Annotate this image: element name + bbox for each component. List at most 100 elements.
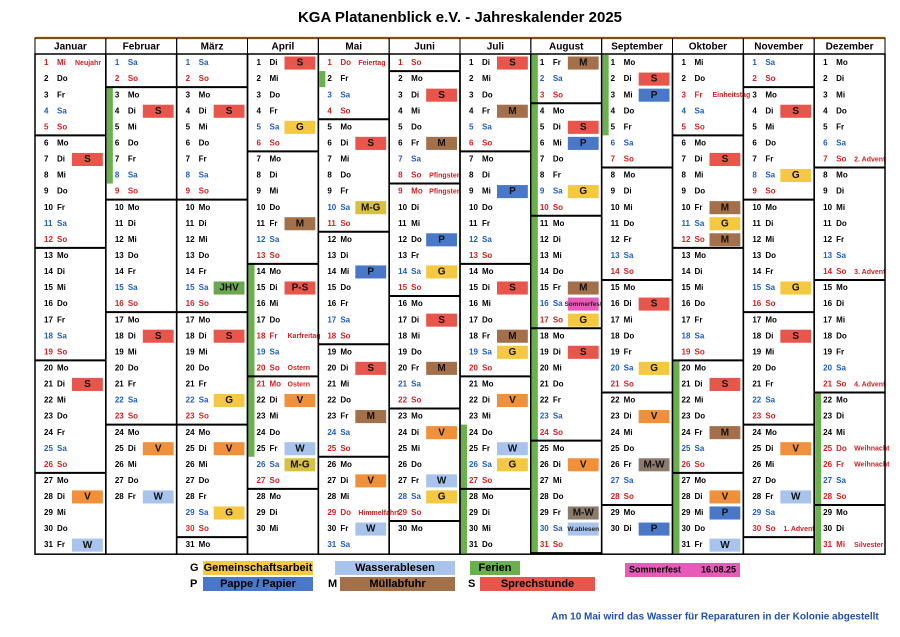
weekday: Mo: [695, 138, 707, 147]
event-box: [780, 490, 812, 504]
event-code: G: [650, 363, 658, 374]
weekday: So: [624, 155, 634, 164]
day-number: 24: [611, 428, 620, 437]
day-number: 30: [682, 524, 691, 533]
day-number: 11: [115, 219, 124, 228]
day-number: 23: [186, 412, 195, 421]
day-number: 5: [540, 122, 545, 131]
ferien-bar: [319, 71, 326, 88]
weekday: Di: [57, 267, 65, 276]
event-box: [72, 377, 103, 391]
weekday: Mo: [553, 331, 565, 340]
day-number: 4: [327, 106, 332, 115]
event-code: S: [792, 331, 799, 342]
day-number: 20: [540, 363, 549, 372]
weekday: Sa: [340, 90, 350, 99]
day-number: 19: [611, 347, 620, 356]
weekday: Fr: [199, 267, 207, 276]
day-number: 26: [115, 460, 124, 469]
event-box: [567, 185, 599, 199]
weekday: Mi: [199, 347, 208, 356]
event-code: P: [509, 186, 516, 197]
weekday: Di: [836, 74, 844, 83]
event-code: M: [508, 106, 516, 117]
day-number: 30: [540, 524, 549, 533]
weekday: So: [624, 380, 634, 389]
weekday: Mi: [695, 58, 704, 67]
event-box: [709, 377, 741, 391]
day-number: 18: [186, 331, 195, 340]
day-number: 14: [682, 267, 691, 276]
day-number: 21: [752, 380, 761, 389]
day-number: 9: [44, 187, 49, 196]
day-number: 21: [44, 380, 53, 389]
weekday: Do: [624, 106, 635, 115]
event-box: [638, 522, 670, 536]
day-number: 10: [44, 203, 53, 212]
weekday: Mi: [57, 396, 66, 405]
weekday: Mo: [624, 171, 636, 180]
day-number: 9: [469, 187, 474, 196]
event-box: [567, 506, 599, 520]
weekday: Do: [199, 138, 210, 147]
day-number: 7: [327, 155, 332, 164]
day-number: 27: [540, 476, 549, 485]
day-number: 29: [823, 508, 832, 517]
day-number: 27: [115, 476, 124, 485]
weekday: Fr: [482, 219, 490, 228]
day-number: 26: [611, 460, 620, 469]
event-code: M-W: [644, 459, 666, 470]
day-number: 1: [398, 58, 403, 67]
weekday: Mi: [128, 347, 137, 356]
day-number: 28: [115, 492, 124, 501]
weekday: Mi: [765, 460, 774, 469]
weekday: Fr: [199, 155, 207, 164]
event-box: [142, 329, 174, 343]
event-box: [213, 329, 245, 343]
weekday: Mi: [695, 396, 704, 405]
legend-label: Müllabfuhr: [369, 578, 426, 590]
event-box: [638, 72, 670, 86]
legend-key: P: [190, 578, 197, 590]
day-number: 19: [682, 347, 691, 356]
day-number: 2: [611, 74, 616, 83]
event-code: M: [721, 427, 729, 438]
day-number: 30: [469, 524, 478, 533]
day-number: 3: [682, 90, 687, 99]
day-number: 20: [611, 363, 620, 372]
weekday: Di: [128, 444, 136, 453]
event-code: S: [509, 283, 516, 294]
weekday: Fr: [270, 331, 278, 340]
weekday: Sa: [199, 396, 209, 405]
day-number: 16: [611, 299, 620, 308]
event-code: V: [367, 475, 374, 486]
day-number: 24: [327, 428, 336, 437]
event-box: [284, 120, 316, 134]
event-box: [497, 185, 528, 199]
day-number: 3: [398, 90, 403, 99]
day-number: 4: [682, 106, 687, 115]
weekday: Di: [695, 380, 703, 389]
day-number: 9: [682, 187, 687, 196]
day-number: 19: [186, 347, 195, 356]
day-number: 11: [682, 219, 691, 228]
weekday: Fr: [340, 412, 348, 421]
day-number: 17: [611, 315, 620, 324]
weekday: Sa: [624, 251, 634, 260]
day-number: 31: [44, 540, 53, 549]
weekday: Fr: [624, 460, 632, 469]
weekday: Mo: [199, 315, 211, 324]
day-number: 23: [823, 412, 832, 421]
weekday: So: [765, 299, 775, 308]
legend-label: Ferien: [478, 562, 511, 574]
weekday: Mo: [765, 90, 777, 99]
weekday: Do: [128, 363, 139, 372]
day-note: 2. Advent: [854, 156, 886, 163]
weekday: Do: [57, 524, 68, 533]
event-code: S: [84, 379, 91, 390]
weekday: Fr: [765, 380, 773, 389]
legend-label: Sommerfest: [629, 564, 681, 574]
weekday: Mi: [411, 331, 420, 340]
day-number: 28: [540, 492, 549, 501]
day-number: 27: [682, 476, 691, 485]
